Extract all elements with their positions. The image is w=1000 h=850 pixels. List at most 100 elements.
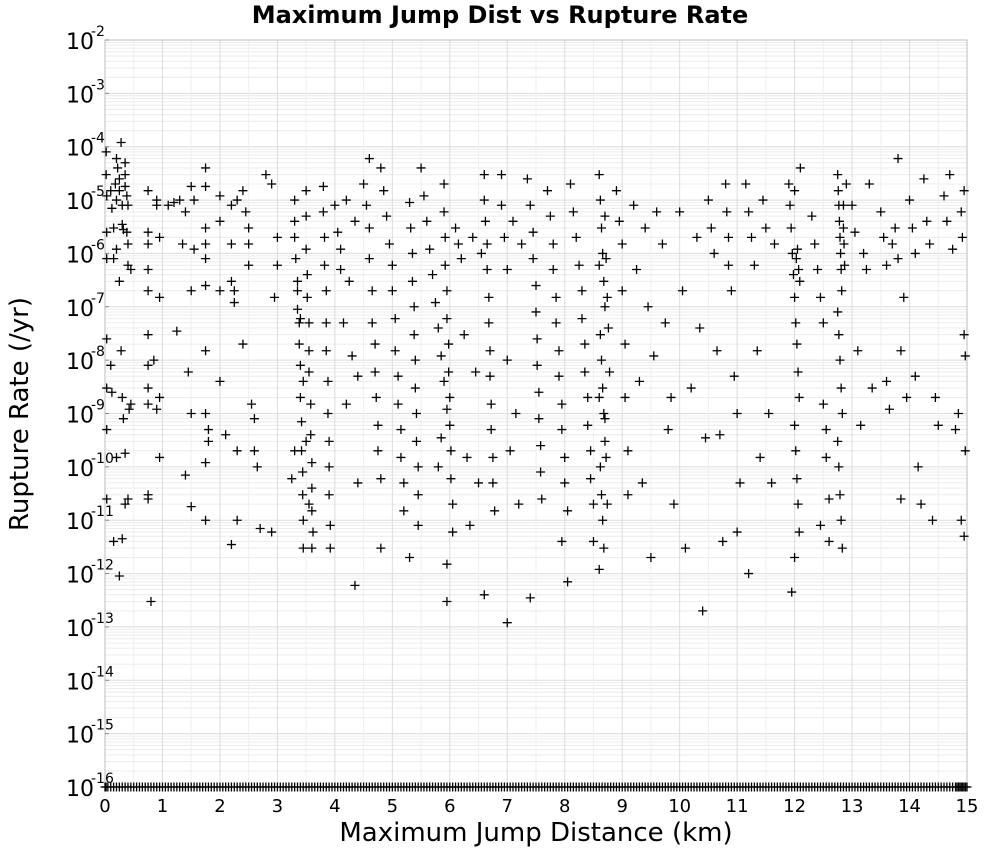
y-tick-exponent: -15 (91, 718, 114, 734)
data-point (336, 264, 346, 274)
data-point (301, 211, 311, 221)
data-point (448, 527, 458, 537)
data-point (486, 425, 496, 435)
data-point (640, 223, 650, 233)
data-point (482, 264, 492, 274)
y-tick-base: 10 (66, 350, 94, 375)
data-point (370, 367, 380, 377)
data-point (180, 207, 190, 217)
data-point (114, 174, 124, 184)
data-point (107, 387, 117, 397)
data-point (172, 326, 182, 336)
data-point (957, 232, 967, 242)
data-point (308, 527, 318, 537)
data-point (560, 478, 570, 488)
data-point (807, 211, 817, 221)
data-point (267, 527, 277, 537)
data-point (325, 520, 335, 530)
data-point (330, 200, 340, 210)
data-point (834, 462, 844, 472)
x-tick-label: 5 (387, 796, 398, 817)
data-point (353, 371, 363, 381)
data-point (752, 346, 762, 356)
data-point (545, 211, 555, 221)
data-point (853, 346, 863, 356)
data-point (605, 367, 615, 377)
data-point (229, 286, 239, 296)
data-point (882, 260, 892, 270)
data-point (201, 346, 211, 356)
data-point (367, 318, 377, 328)
data-point (143, 399, 153, 409)
data-point (396, 452, 406, 462)
x-tick-label: 10 (668, 796, 691, 817)
data-point (428, 270, 438, 280)
data-point (321, 346, 331, 356)
data-point (155, 232, 165, 242)
data-point (928, 515, 938, 525)
data-point (410, 383, 420, 393)
x-tick-label: 7 (502, 796, 513, 817)
data-point (407, 276, 417, 286)
data-point (534, 414, 544, 424)
data-point (722, 207, 732, 217)
data-point (152, 200, 162, 210)
data-point (411, 409, 421, 418)
data-point (755, 452, 765, 462)
data-point (114, 186, 124, 196)
data-point (595, 195, 605, 205)
data-point (551, 292, 561, 302)
data-point (290, 216, 300, 226)
data-point (442, 314, 452, 324)
x-tick-label: 9 (616, 796, 627, 817)
data-point (724, 260, 734, 270)
data-point (430, 298, 440, 308)
y-tick-exponent: -2 (91, 24, 105, 40)
y-tick-base: 10 (66, 243, 94, 268)
data-point (557, 536, 567, 546)
y-tick: 10-5 (66, 184, 109, 215)
data-point (632, 264, 642, 274)
data-point (123, 239, 133, 249)
data-point (341, 399, 351, 409)
data-point (795, 163, 805, 173)
data-point (384, 239, 394, 249)
data-point (701, 433, 711, 443)
data-point (577, 314, 587, 324)
data-point (850, 227, 860, 237)
y-tick-exponent: -13 (91, 611, 114, 627)
data-point (201, 239, 211, 249)
data-point (810, 239, 820, 249)
data-point (951, 425, 961, 435)
data-point (373, 420, 383, 430)
data-point (747, 232, 756, 242)
data-point (149, 355, 159, 365)
data-point (594, 170, 604, 180)
data-point (376, 543, 386, 553)
data-point (318, 181, 328, 191)
data-point (301, 436, 311, 446)
data-point (445, 420, 455, 430)
data-point (201, 281, 211, 291)
data-point (522, 174, 532, 184)
data-point (532, 334, 542, 344)
data-point (484, 318, 494, 328)
data-point (835, 490, 845, 500)
data-point (436, 351, 446, 361)
data-point (833, 307, 843, 317)
data-point (321, 318, 331, 328)
y-tick-base: 10 (66, 297, 94, 322)
x-tick-label: 13 (841, 796, 864, 817)
data-point (732, 527, 742, 537)
x-tick-label: 3 (272, 796, 283, 817)
data-point (367, 286, 377, 296)
data-point (106, 360, 116, 370)
x-tick-label: 4 (329, 796, 340, 817)
data-point (178, 239, 188, 249)
data-point (508, 216, 518, 226)
data-point (143, 264, 153, 274)
data-point (109, 254, 119, 264)
data-point (413, 520, 423, 530)
data-point (347, 351, 357, 361)
